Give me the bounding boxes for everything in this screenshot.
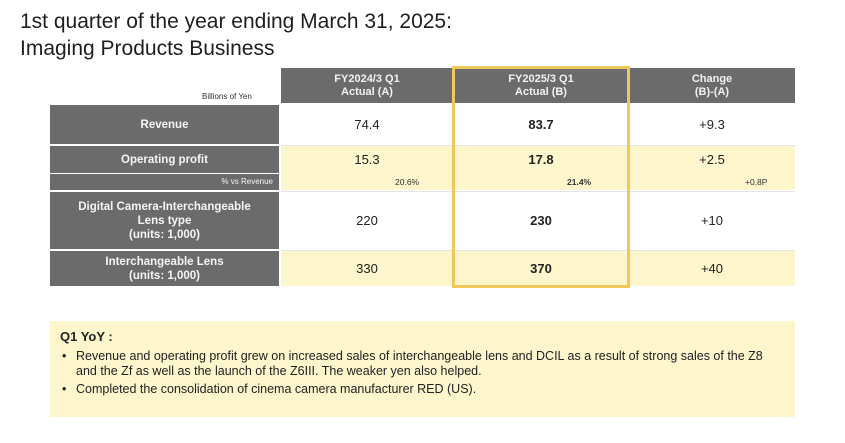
row-header-dcil-line1: Digital Camera-Interchangeable <box>78 200 251 213</box>
column-header-change: Change (B)-(A) <box>629 68 795 103</box>
lens-fy2024: 330 <box>356 261 378 276</box>
column-header-fy2025: FY2025/3 Q1 Actual (B) <box>453 68 629 103</box>
column-header-fy2025-line1: FY2025/3 Q1 <box>508 72 574 85</box>
row-header-lens-line2: (units: 1,000) <box>129 269 200 282</box>
row-header-lens-line1: Interchangeable Lens <box>105 255 224 268</box>
row-header-operating-profit: Operating profit <box>50 146 279 173</box>
pct-revenue-fy2024: 20.6% <box>395 177 420 187</box>
dcil-fy2024: 220 <box>356 213 378 228</box>
revenue-fy2024: 74.4 <box>354 117 380 132</box>
bullet-icon: • <box>62 349 67 363</box>
op-profit-change: +2.5 <box>699 152 725 167</box>
row-header-dcil-line2: Lens type <box>137 214 192 227</box>
pct-revenue-fy2025: 21.4% <box>567 177 592 187</box>
column-header-change-line1: Change <box>691 72 733 85</box>
notes-heading: Q1 YoY : <box>60 329 113 344</box>
notes-item-text: Revenue and operating profit grew on inc… <box>76 349 763 378</box>
title-line-1: 1st quarter of the year ending March 31,… <box>20 10 452 33</box>
notes-list: • Revenue and operating profit grew on i… <box>60 349 785 397</box>
row-bg-revenue <box>281 105 795 144</box>
row-header-pct-revenue: % vs Revenue <box>50 174 279 190</box>
row-divider <box>281 250 795 251</box>
row-divider <box>281 145 795 146</box>
revenue-fy2025: 83.7 <box>528 117 554 132</box>
dcil-fy2025: 230 <box>530 213 552 228</box>
op-profit-fy2025: 17.8 <box>528 152 554 167</box>
pct-revenue-change: +0.8P <box>745 177 768 187</box>
revenue-change: +9.3 <box>699 117 725 132</box>
page-title: 1st quarter of the year ending March 31,… <box>20 8 452 62</box>
column-header-change-line2: (B)-(A) <box>694 85 730 98</box>
title-line-2: Imaging Products Business <box>20 37 275 60</box>
dcil-change: +10 <box>700 213 724 228</box>
op-profit-fy2024: 15.3 <box>354 152 380 167</box>
row-bg-operating-profit <box>281 146 795 190</box>
row-header-revenue: Revenue <box>50 105 279 144</box>
lens-change: +40 <box>700 261 724 276</box>
row-bg-lens <box>281 251 795 286</box>
row-header-lens: Interchangeable Lens (units: 1,000) <box>50 251 279 286</box>
column-header-fy2024: FY2024/3 Q1 Actual (A) <box>281 68 453 103</box>
notes-item-text: Completed the consolidation of cinema ca… <box>76 382 477 396</box>
notes-box: Q1 YoY : • Revenue and operating profit … <box>50 321 795 417</box>
bullet-icon: • <box>62 382 67 396</box>
row-header-dcil-line3: (units: 1,000) <box>129 228 200 241</box>
notes-item: • Completed the consolidation of cinema … <box>62 382 785 397</box>
column-header-fy2024-line1: FY2024/3 Q1 <box>334 72 400 85</box>
row-header-dcil: Digital Camera-Interchangeable Lens type… <box>50 192 279 249</box>
units-label: Billions of Yen <box>202 92 252 101</box>
column-header-fy2025-line2: Actual (B) <box>515 85 567 98</box>
column-header-fy2024-line2: Actual (A) <box>341 85 393 98</box>
notes-item: • Revenue and operating profit grew on i… <box>62 349 785 379</box>
fy2025-column-highlight <box>452 66 630 288</box>
row-divider <box>281 191 795 192</box>
row-bg-dcil <box>281 192 795 249</box>
lens-fy2025: 370 <box>530 261 552 276</box>
